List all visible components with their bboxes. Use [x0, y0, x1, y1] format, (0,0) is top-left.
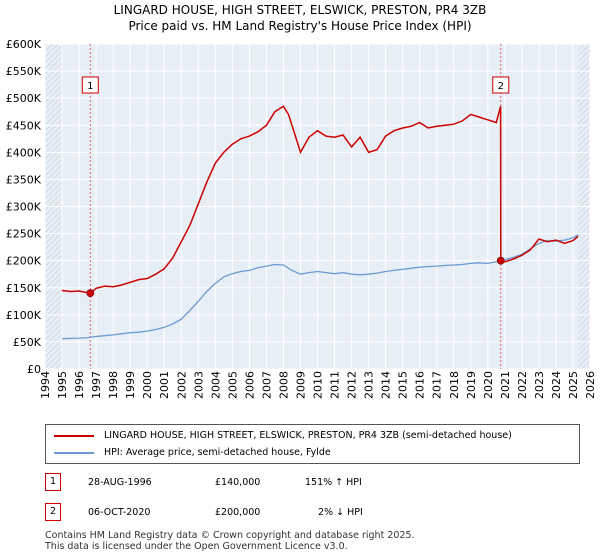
chart-subtitle: Price paid vs. HM Land Registry's House …	[128, 19, 472, 33]
x-tick-label: 2015	[397, 371, 410, 399]
annotation-badge	[81, 76, 99, 94]
x-tick-label: 2024	[550, 371, 563, 399]
transaction-badge: 1	[45, 473, 61, 491]
footer-licence: This data is licensed under the Open Gov…	[45, 541, 348, 552]
y-tick-label: £50K	[13, 336, 42, 349]
y-tick-label: £500K	[6, 92, 42, 105]
x-tick-label: 2010	[312, 371, 325, 399]
x-tick-label: 2017	[431, 371, 444, 399]
x-tick-label: 2003	[192, 371, 205, 399]
x-tick-label: 2002	[175, 371, 188, 399]
x-tick-label: 2019	[465, 371, 478, 399]
x-tick-label: 1996	[73, 371, 86, 399]
annotation-badge	[492, 76, 510, 94]
x-tick-label: 2023	[533, 371, 546, 399]
y-tick-label: £250K	[6, 228, 42, 241]
x-tick-label: 1999	[124, 371, 137, 399]
x-tick-label: 2007	[260, 371, 273, 399]
x-tick-label: 2014	[380, 371, 393, 399]
y-tick-label: £100K	[6, 309, 42, 322]
x-tick-label: 2026	[584, 371, 597, 399]
y-tick-label: £200K	[6, 255, 42, 268]
y-tick-label: £550K	[6, 65, 42, 78]
y-tick-label: £400K	[6, 146, 42, 159]
x-tick-label: 2016	[414, 371, 427, 399]
sale-point	[86, 289, 95, 298]
x-tick-label: 2021	[499, 371, 512, 399]
property-series-line	[61, 105, 579, 295]
x-tick-label: 1994	[39, 371, 52, 399]
x-tick-label: 2006	[243, 371, 256, 399]
x-tick-label: 2020	[482, 371, 495, 399]
x-tick-label: 1998	[107, 371, 120, 399]
x-tick-label: 1995	[56, 371, 69, 399]
transaction-price: £200,000	[215, 507, 261, 518]
footer-copyright: Contains HM Land Registry data © Crown c…	[45, 530, 415, 541]
y-tick-label: £300K	[6, 201, 42, 214]
transaction-badge: 2	[45, 503, 61, 521]
x-tick-label: 2018	[448, 371, 461, 399]
x-tick-label: 2011	[329, 371, 342, 399]
transaction-date: 06-OCT-2020	[88, 507, 151, 518]
annotation-badge-label: 1	[87, 81, 93, 92]
legend-label-hpi: HPI: Average price, semi-detached house,…	[104, 447, 331, 458]
x-tick-label: 2013	[363, 371, 376, 399]
hpi-series-line	[61, 234, 579, 340]
price-chart: £0 £50K £100K £150K £200K £250K £300K £350K £400…	[6, 38, 597, 399]
x-tick-label: 2025	[567, 371, 580, 399]
legend-swatch-property	[54, 435, 94, 437]
transaction-hpi: 151% ↑ HPI	[305, 477, 362, 488]
y-tick-label: £0	[27, 363, 41, 376]
legend-label-property: LINGARD HOUSE, HIGH STREET, ELSWICK, PRE…	[104, 430, 512, 441]
x-tick-label: 2001	[158, 371, 171, 399]
annotation-badge-label: 2	[498, 81, 504, 92]
transaction-price: £140,000	[215, 477, 261, 488]
y-tick-label: £150K	[6, 282, 42, 295]
x-tick-label: 2012	[346, 371, 359, 399]
sale-point	[496, 256, 505, 265]
x-tick-label: 2005	[226, 371, 239, 399]
legend-swatch-hpi	[54, 452, 94, 454]
x-tick-label: 2009	[294, 371, 307, 399]
x-tick-label: 2004	[209, 371, 222, 399]
chart-title: LINGARD HOUSE, HIGH STREET, ELSWICK, PRE…	[113, 3, 487, 17]
x-tick-label: 1997	[90, 371, 103, 399]
legend: LINGARD HOUSE, HIGH STREET, ELSWICK, PRE…	[45, 424, 580, 464]
y-tick-label: £450K	[6, 119, 42, 132]
transaction-hpi: 2% ↓ HPI	[318, 507, 363, 518]
x-tick-label: 2000	[141, 371, 154, 399]
transaction-date: 28-AUG-1996	[88, 477, 152, 488]
footer: Contains HM Land Registry data © Crown c…	[45, 530, 415, 552]
y-tick-label: £600K	[6, 38, 42, 51]
x-tick-label: 2022	[516, 371, 529, 399]
x-tick-label: 2008	[277, 371, 290, 399]
y-tick-label: £350K	[6, 173, 42, 186]
